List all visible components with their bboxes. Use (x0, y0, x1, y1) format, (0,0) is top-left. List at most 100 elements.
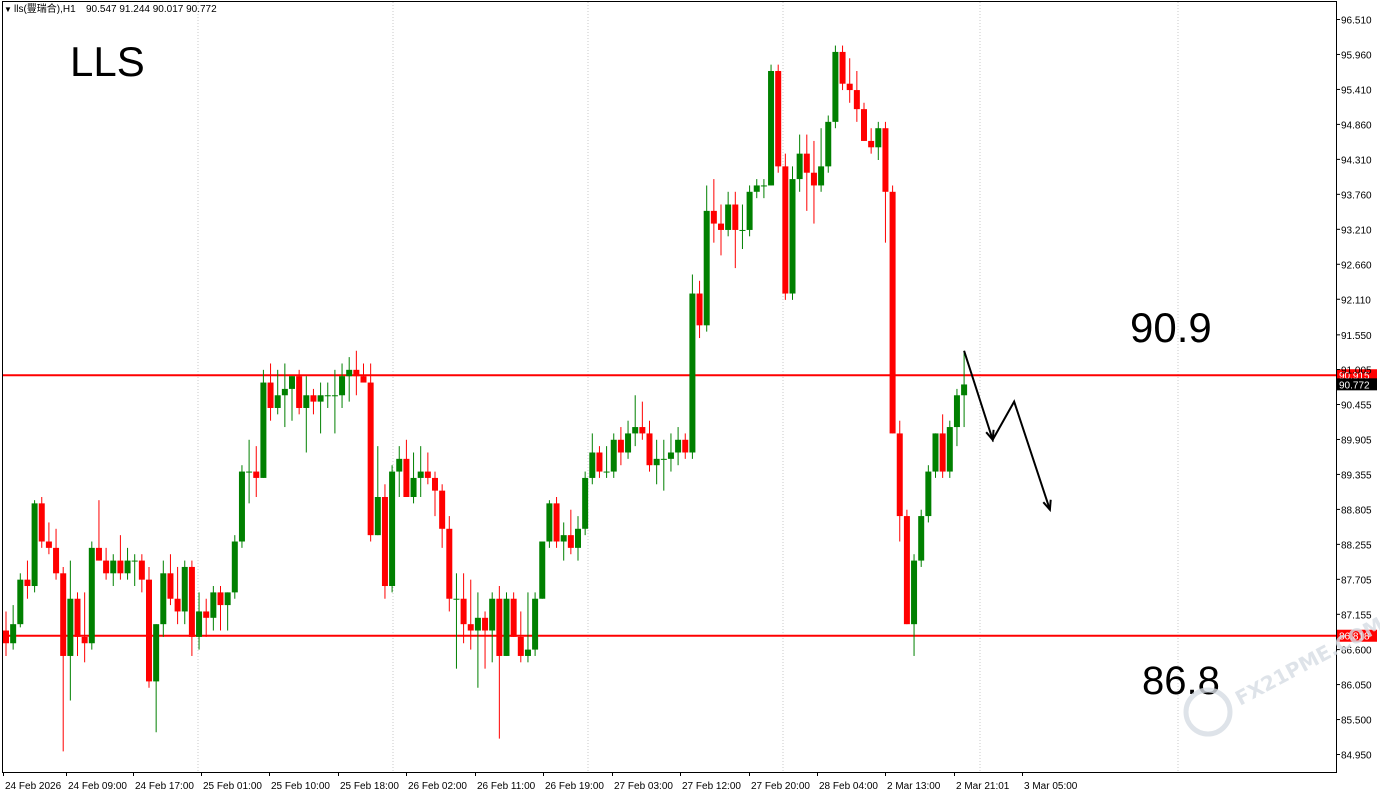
candle-body (503, 598, 510, 656)
time-tick-label: 28 Feb 04:00 (819, 781, 878, 792)
candle-body (410, 477, 417, 497)
candle-body (310, 395, 317, 402)
arrow-head (985, 429, 995, 443)
price-tick-label: 85.500 (1341, 716, 1372, 727)
candle (310, 388, 317, 415)
candle (60, 566, 67, 752)
candle-body (846, 83, 853, 91)
candle-body (188, 566, 195, 637)
candle (45, 522, 52, 555)
candle-body (896, 433, 903, 517)
current-price-label: 90.772 (1339, 380, 1370, 391)
candle (639, 401, 646, 440)
candle-body (796, 153, 803, 180)
candle (789, 166, 796, 300)
price-tick-label: 95.410 (1341, 85, 1372, 96)
price-tick-label: 95.960 (1341, 50, 1372, 61)
candle-body (710, 210, 717, 224)
candle (810, 140, 817, 224)
candle-body (381, 497, 388, 587)
candle (67, 560, 74, 701)
time-tick-label: 2 Mar 13:00 (887, 781, 941, 792)
candle (224, 592, 231, 631)
candle (53, 528, 60, 580)
candle (131, 554, 138, 587)
candle-body (124, 560, 131, 574)
candle-body (696, 293, 703, 326)
candle (246, 439, 253, 504)
candle-body (603, 471, 610, 473)
candle (725, 191, 732, 237)
candle-body (389, 471, 396, 587)
candle-body (782, 166, 789, 294)
candle (203, 598, 210, 637)
candle (353, 350, 360, 396)
candle (146, 566, 152, 688)
price-tick-label: 91.550 (1341, 331, 1372, 342)
candle-body (932, 433, 939, 472)
candle (38, 497, 45, 548)
candle-body (17, 579, 24, 625)
candle (524, 592, 531, 663)
candle (718, 204, 724, 256)
time-tick-label: 25 Feb 18:00 (340, 781, 399, 792)
candle (160, 560, 167, 637)
candle-body (296, 376, 303, 408)
candle (339, 363, 346, 408)
candle-body (610, 439, 617, 472)
candle (818, 128, 825, 192)
candle-body (560, 535, 567, 542)
candle-body (961, 384, 968, 396)
time-tick-label: 26 Feb 19:00 (545, 781, 604, 792)
candle (739, 204, 746, 250)
candle (660, 439, 667, 491)
candle (95, 500, 102, 561)
chart-dropdown-icon[interactable]: ▼ (4, 5, 12, 14)
candle-body (918, 516, 925, 561)
candle-body (725, 204, 732, 230)
price-tick-label: 94.310 (1341, 155, 1372, 166)
candle (81, 592, 88, 663)
candle (496, 586, 503, 739)
candle-body (667, 452, 674, 459)
candle (181, 560, 188, 625)
candle (124, 547, 131, 580)
candle-body (510, 598, 517, 637)
candle (331, 369, 338, 434)
candle-body (903, 516, 910, 625)
candle-body (625, 433, 632, 453)
candle-body (274, 395, 281, 408)
candle-body (67, 598, 74, 656)
candle-body (753, 185, 760, 192)
candle-body (675, 439, 682, 453)
candle (346, 357, 353, 402)
level-price-tag (1337, 369, 1377, 382)
candle (446, 516, 453, 612)
candle (868, 128, 875, 154)
candle-body (832, 51, 839, 122)
candle-body (417, 471, 424, 478)
candle-body (88, 547, 95, 644)
candle (696, 280, 703, 339)
candle-body (467, 624, 474, 631)
candle-body (775, 70, 782, 167)
candle-body (210, 592, 217, 618)
time-tick-label: 26 Feb 02:00 (408, 781, 467, 792)
candle-body (825, 121, 832, 167)
candle-body (238, 471, 245, 542)
candle (360, 363, 367, 383)
candle-body (117, 560, 124, 574)
candle-body (639, 427, 646, 434)
candle (267, 363, 274, 421)
candle (453, 573, 460, 669)
price-tick-label: 86.600 (1341, 646, 1372, 657)
arrow-head (1042, 499, 1052, 513)
candle-body (81, 636, 88, 644)
candle-body (317, 395, 324, 402)
candle (946, 420, 953, 478)
level-price-label: 90.915 (1339, 371, 1370, 382)
candle-body (24, 579, 31, 587)
candle (88, 541, 95, 650)
level-lines: 90.915 86.818 90.772 (3, 369, 1377, 643)
